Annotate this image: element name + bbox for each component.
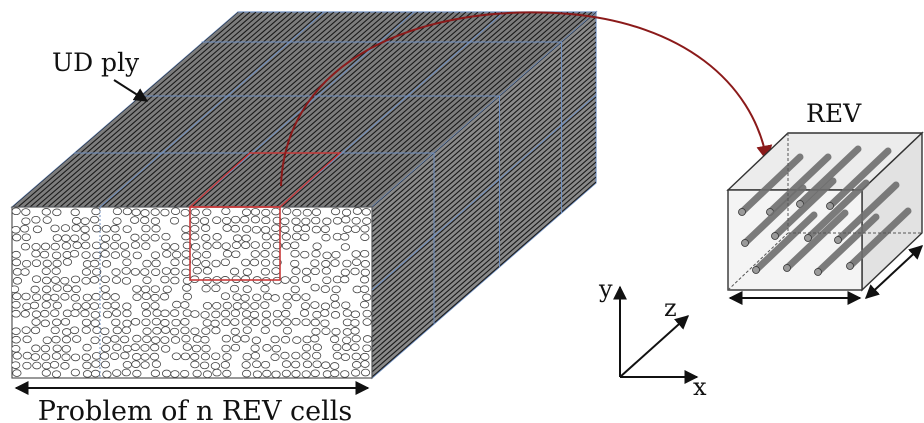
ply-top-fibers — [12, 12, 596, 207]
ply-front-fiber-sections — [12, 207, 372, 378]
ud-ply-pointer-arrow — [113, 79, 149, 102]
rev-depth-arrow — [864, 245, 924, 299]
y-axis-label: y — [598, 275, 613, 303]
curved-arrow-icon — [280, 11, 773, 187]
rev-cube — [726, 131, 924, 292]
z-axis — [619, 315, 690, 378]
x-axis-label: x — [693, 373, 707, 401]
z-axis-label: z — [664, 294, 677, 322]
xyz-axes-icon: y z x — [598, 275, 707, 401]
selected-rev-top — [188, 152, 342, 208]
ud-ply-block — [10, 10, 598, 380]
rev-fibers — [738, 145, 912, 276]
problem-label: Problem of n REV cells — [38, 396, 353, 423]
rev-label: REV — [806, 99, 862, 128]
ud-ply-label: UD ply — [52, 48, 140, 77]
